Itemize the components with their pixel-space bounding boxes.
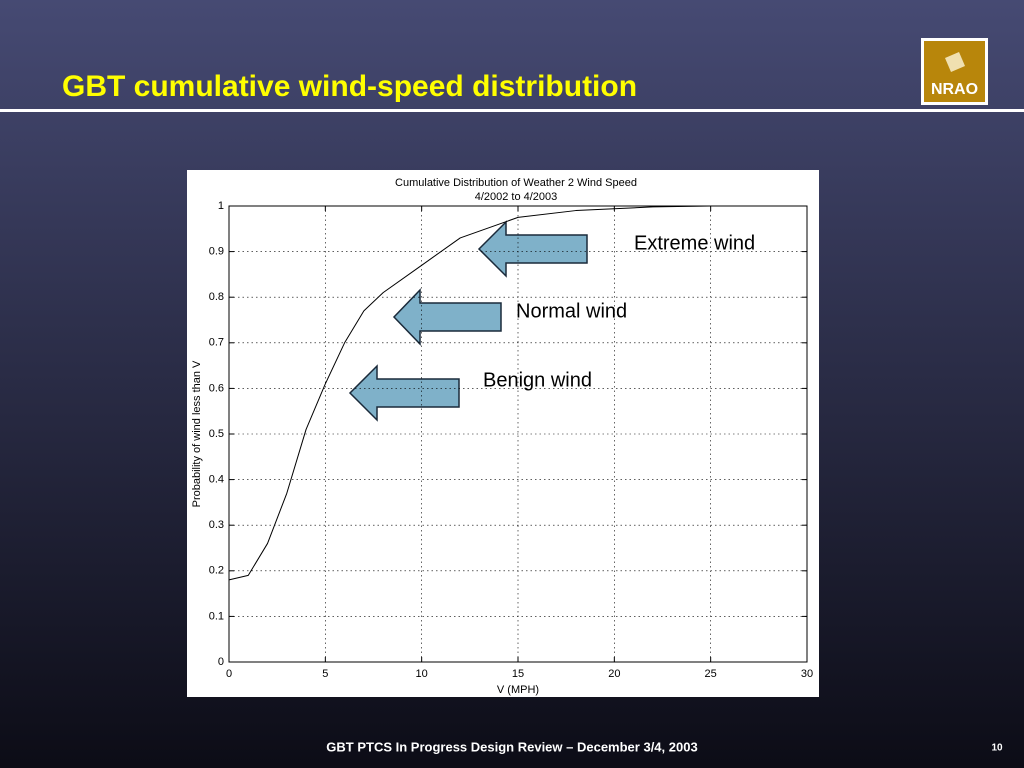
arrows (348, 220, 588, 422)
y-tick-label: 0.4 (209, 474, 224, 486)
y-tick-label: 0.9 (209, 246, 224, 258)
annotation: Benign wind (483, 369, 592, 391)
arrow (477, 220, 588, 278)
chart-title: Cumulative Distribution of Weather 2 Win… (395, 177, 637, 189)
footer: GBT PTCS In Progress Design Review – Dec… (326, 739, 697, 754)
arrow (348, 364, 460, 422)
logo-text: NRAO (931, 81, 978, 98)
x-tick-label: 20 (608, 668, 620, 680)
annotation: Normal wind (516, 300, 627, 322)
x-tick-label: 25 (705, 668, 717, 680)
x-tick-label: 5 (322, 668, 328, 680)
logo: NRAO (921, 38, 988, 105)
y-tick-label: 0.2 (209, 565, 224, 577)
chart-subtitle: 4/2002 to 4/2003 (475, 191, 558, 203)
x-tick-label: 10 (416, 668, 428, 680)
y-tick-label: 0.8 (209, 291, 224, 303)
y-tick-label: 1 (218, 200, 224, 212)
page-number: 10 (991, 743, 1003, 754)
logo-box (924, 41, 985, 102)
y-tick-label: 0.6 (209, 382, 224, 394)
x-axis-label: V (MPH) (497, 684, 539, 696)
y-tick-label: 0 (218, 656, 224, 668)
x-tick-label: 0 (226, 668, 232, 680)
annotation: Extreme wind (634, 232, 755, 254)
data-line (228, 205, 807, 581)
x-tick-label: 30 (801, 668, 813, 680)
y-tick-label: 0.1 (209, 610, 224, 622)
y-axis-label: Probability of wind less than V (191, 360, 203, 507)
y-tick-label: 0.5 (209, 428, 224, 440)
arrow (392, 288, 502, 346)
logo-dish (945, 52, 965, 72)
y-tick-label: 0.3 (209, 519, 224, 531)
y-tick-label: 0.7 (209, 337, 224, 349)
plot-frame (228, 205, 808, 663)
title-rule (0, 109, 1024, 112)
slide-title: GBT cumulative wind-speed distribution (62, 70, 637, 103)
x-tick-label: 15 (512, 668, 524, 680)
